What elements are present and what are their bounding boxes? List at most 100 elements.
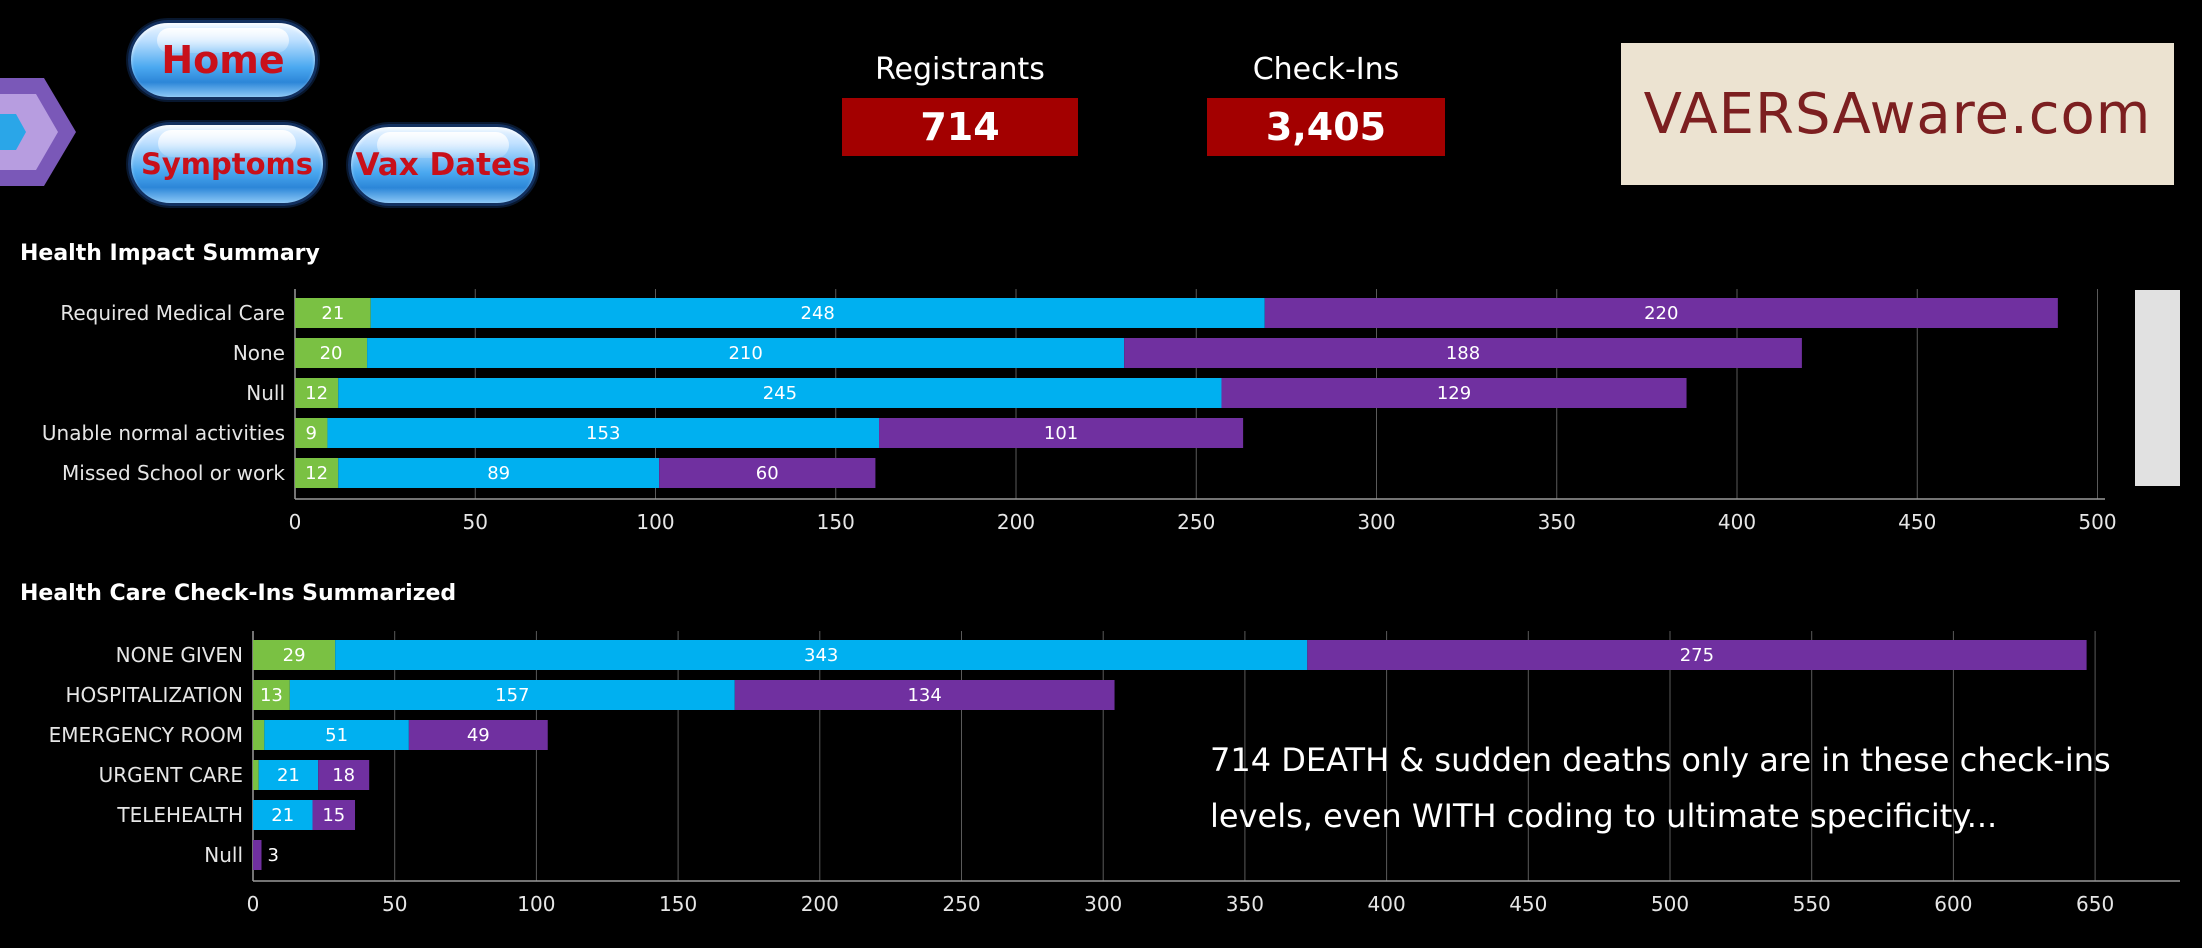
- checkins-label: Check-Ins: [1252, 52, 1400, 87]
- bar-segment[interactable]: [295, 378, 339, 408]
- bar-value-label: 49: [467, 725, 490, 746]
- bar-segment[interactable]: [295, 338, 368, 368]
- bar-segment[interactable]: [335, 640, 1308, 670]
- bar-value-label: 343: [804, 645, 838, 666]
- bar-value-label: 210: [728, 343, 762, 364]
- bar-segment[interactable]: [1307, 640, 2087, 670]
- category-label: Missed School or work: [62, 461, 285, 485]
- bar-segment[interactable]: [295, 458, 339, 488]
- category-label: TELEHEALTH: [116, 803, 243, 827]
- bar-value-label: 248: [801, 303, 835, 324]
- bar-value-label: 51: [325, 725, 348, 746]
- x-tick-label: 300: [1357, 510, 1395, 534]
- bar-segment[interactable]: [253, 720, 265, 750]
- vax-dates-button[interactable]: Vax Dates: [348, 124, 538, 206]
- x-tick-label: 300: [1084, 892, 1122, 916]
- bar-segment[interactable]: [253, 800, 313, 830]
- logo-icon: [0, 78, 76, 186]
- x-tick-label: 0: [289, 510, 302, 534]
- x-tick-label: 600: [1934, 892, 1972, 916]
- x-tick-label: 400: [1718, 510, 1756, 534]
- bar-segment[interactable]: [289, 680, 735, 710]
- x-tick-label: 100: [636, 510, 674, 534]
- x-tick-label: 400: [1368, 892, 1406, 916]
- home-button[interactable]: Home: [128, 20, 318, 100]
- bar-segment[interactable]: [367, 338, 1125, 368]
- brand-banner[interactable]: VAERSAware.com: [1621, 43, 2174, 185]
- bar-value-label: 21: [271, 805, 294, 826]
- category-label: Required Medical Care: [60, 301, 285, 325]
- annotation-line-1: 714 DEATH & sudden deaths only are in th…: [1210, 741, 2111, 779]
- category-label: HOSPITALIZATION: [66, 683, 243, 707]
- bar-value-label: 153: [586, 423, 620, 444]
- home-button-label: Home: [161, 38, 285, 82]
- x-tick-label: 350: [1538, 510, 1576, 534]
- bar-segment[interactable]: [1221, 378, 1687, 408]
- x-tick-label: 650: [2076, 892, 2114, 916]
- category-label: URGENT CARE: [99, 763, 243, 787]
- bar-segment[interactable]: [253, 680, 290, 710]
- bar-segment[interactable]: [318, 760, 370, 790]
- category-label: None: [233, 341, 285, 365]
- bar-value-label: 20: [320, 343, 343, 364]
- x-tick-label: 50: [463, 510, 488, 534]
- category-label: Unable normal activities: [42, 421, 285, 445]
- x-tick-label: 500: [2078, 510, 2116, 534]
- bar-segment[interactable]: [253, 760, 259, 790]
- bar-segment[interactable]: [264, 720, 409, 750]
- x-tick-label: 250: [1177, 510, 1215, 534]
- registrants-label: Registrants: [875, 52, 1045, 87]
- x-tick-label: 150: [659, 892, 697, 916]
- bar-value-label: 12: [305, 383, 328, 404]
- x-tick-label: 150: [817, 510, 855, 534]
- symptoms-button[interactable]: Symptoms: [128, 122, 326, 206]
- checkins-value: 3,405: [1207, 98, 1445, 156]
- bar-value-label: 12: [305, 463, 328, 484]
- bar-segment[interactable]: [312, 800, 356, 830]
- checkins-summary-title: Health Care Check-Ins Summarized: [20, 581, 457, 606]
- x-tick-label: 200: [997, 510, 1035, 534]
- symptoms-button-label: Symptoms: [140, 147, 314, 181]
- x-tick-label: 350: [1226, 892, 1264, 916]
- bar-value-label: 220: [1644, 303, 1678, 324]
- bar-segment[interactable]: [734, 680, 1115, 710]
- bar-value-label: 18: [332, 765, 355, 786]
- bar-segment[interactable]: [659, 458, 876, 488]
- x-tick-label: 450: [1898, 510, 1936, 534]
- bar-value-label: 275: [1680, 645, 1714, 666]
- x-tick-label: 250: [942, 892, 980, 916]
- bar-segment[interactable]: [370, 298, 1265, 328]
- bar-value-label: 245: [763, 383, 797, 404]
- category-label: Null: [246, 381, 285, 405]
- bar-segment[interactable]: [253, 840, 262, 870]
- bar-segment[interactable]: [338, 458, 660, 488]
- registrants-value: 714: [842, 98, 1078, 156]
- bar-value-label: 21: [321, 303, 344, 324]
- bar-value-label: 29: [283, 645, 306, 666]
- bar-segment[interactable]: [295, 298, 371, 328]
- bar-segment[interactable]: [1124, 338, 1802, 368]
- vax-dates-button-label: Vax Dates: [355, 147, 531, 183]
- scrollbar-thumb[interactable]: [2135, 290, 2180, 486]
- bar-segment[interactable]: [327, 418, 880, 448]
- bar-segment[interactable]: [408, 720, 548, 750]
- bar-segment[interactable]: [1264, 298, 2058, 328]
- annotation-line-2: levels, even WITH coding to ultimate spe…: [1210, 797, 1998, 835]
- x-tick-label: 100: [517, 892, 555, 916]
- bar-value-label: 157: [495, 685, 529, 706]
- brand-text: VAERSAware.com: [1643, 81, 2152, 147]
- x-tick-label: 550: [1793, 892, 1831, 916]
- bar-value-label: 21: [277, 765, 300, 786]
- bar-value-label: 13: [260, 685, 283, 706]
- category-label: NONE GIVEN: [116, 643, 243, 667]
- bar-value-label: 3: [268, 845, 279, 866]
- bar-segment[interactable]: [338, 378, 1222, 408]
- x-tick-label: 0: [247, 892, 260, 916]
- bar-segment[interactable]: [295, 418, 328, 448]
- bar-segment[interactable]: [253, 640, 336, 670]
- bar-segment[interactable]: [879, 418, 1244, 448]
- bar-value-label: 89: [487, 463, 510, 484]
- bar-segment[interactable]: [258, 760, 319, 790]
- category-label: Null: [204, 843, 243, 867]
- category-label: EMERGENCY ROOM: [49, 723, 243, 747]
